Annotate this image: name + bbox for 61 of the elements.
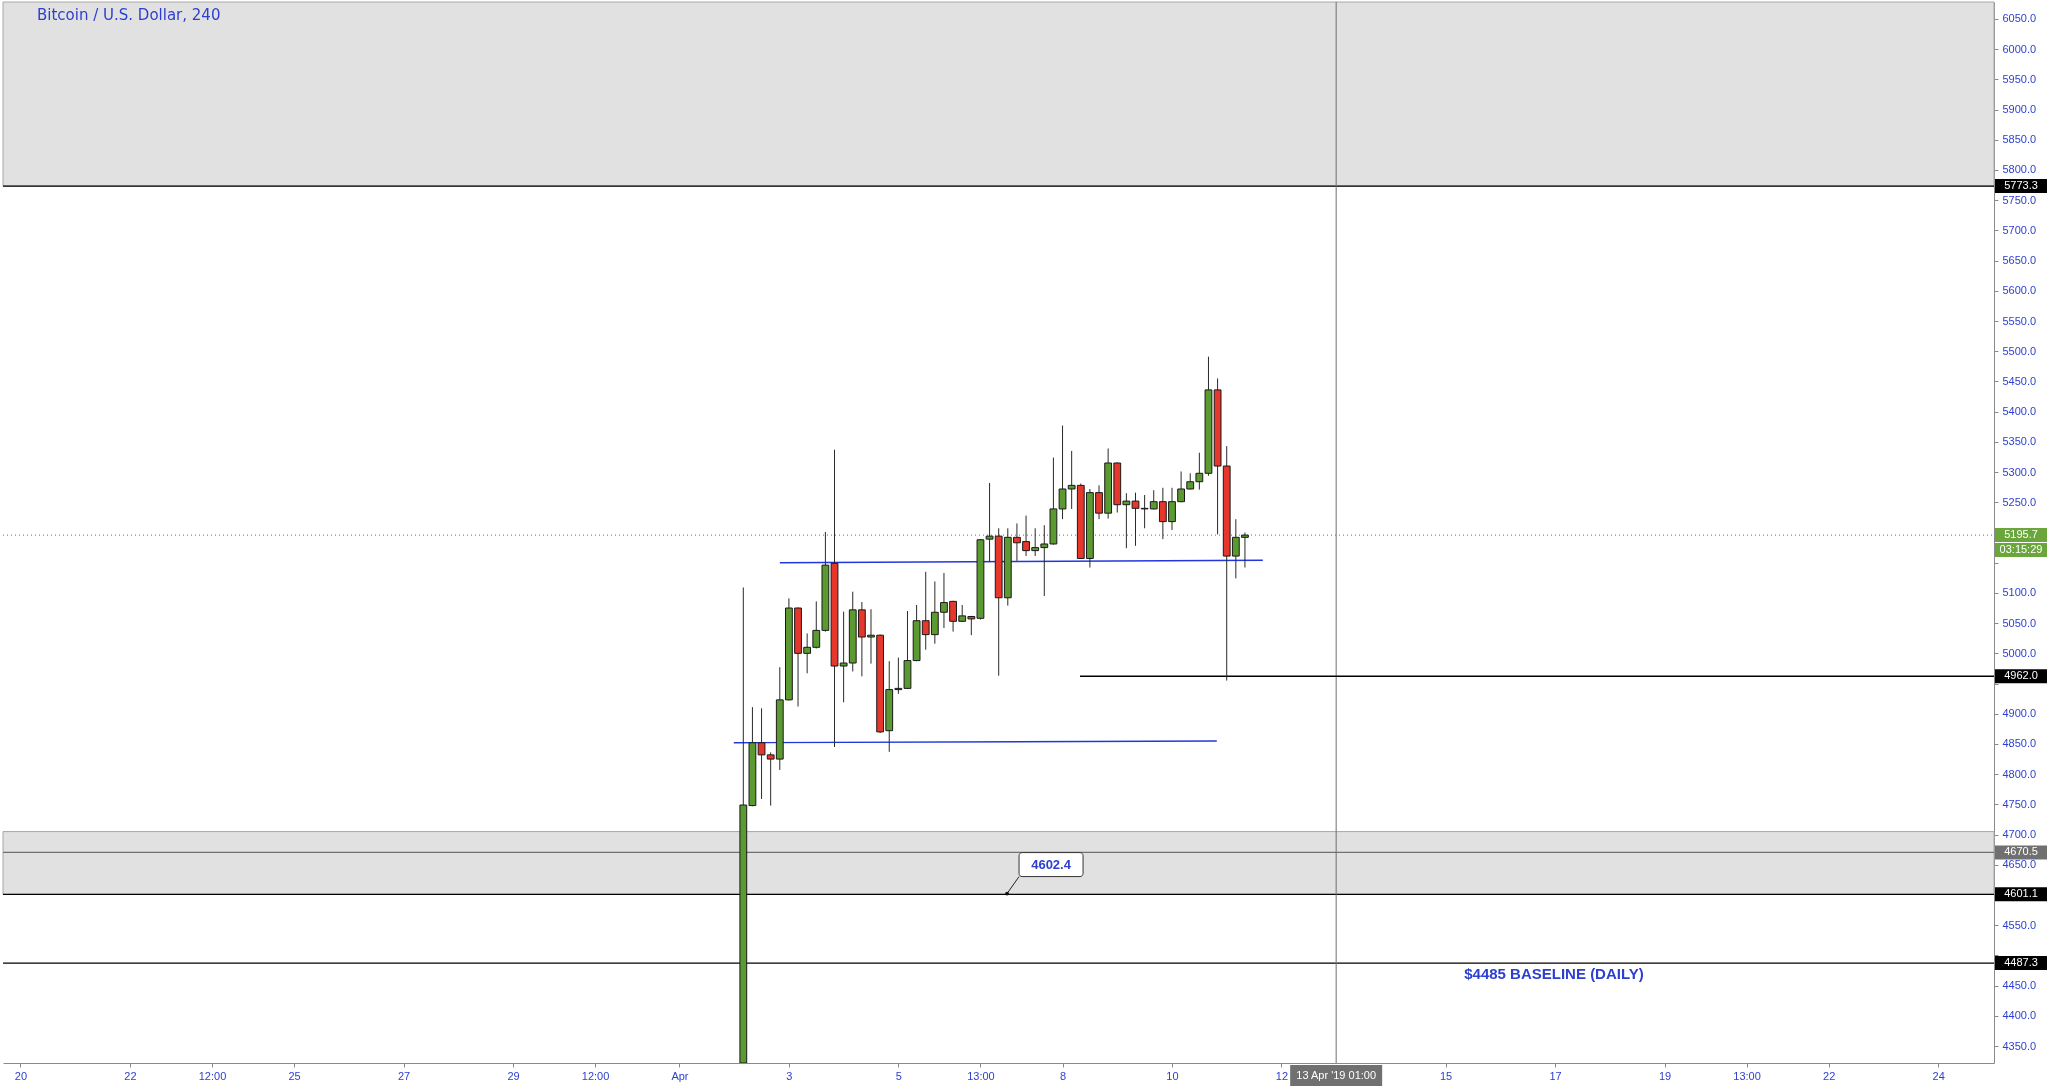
x-tick-label: 27 bbox=[397, 1069, 411, 1082]
annotation: 4602.4 bbox=[1031, 856, 1072, 872]
y-tick-label: 5950.0 bbox=[2002, 72, 2037, 85]
x-tick-label: 12:00 bbox=[581, 1069, 610, 1082]
y-tick-label: 6050.0 bbox=[2002, 12, 2037, 25]
y-tick-label: 4800.0 bbox=[2002, 767, 2037, 780]
text: 03:15:29 bbox=[1999, 543, 2043, 556]
x-tick-label: 29 bbox=[507, 1069, 520, 1082]
y-tick-label: 5300.0 bbox=[2002, 465, 2037, 478]
y-tick-label: 5400.0 bbox=[2002, 405, 2037, 418]
y-tick-label: 5050.0 bbox=[2002, 616, 2037, 629]
y-tick-label: 5000.0 bbox=[2002, 646, 2037, 659]
y-tick-label: 4750.0 bbox=[2002, 797, 2037, 810]
x-tick-label: 3 bbox=[786, 1069, 793, 1082]
x-tick-label: 25 bbox=[288, 1069, 301, 1082]
x-tick-label: 13:00 bbox=[967, 1069, 995, 1082]
x-tick-label: 15 bbox=[1439, 1069, 1453, 1082]
y-tick-label: 5650.0 bbox=[2002, 254, 2037, 267]
x-tick-label: 10 bbox=[1166, 1069, 1179, 1082]
x-tick-label: 24 bbox=[1932, 1069, 1945, 1082]
y-tick-label: 5550.0 bbox=[2002, 314, 2037, 327]
chart-title: Bitcoin / U.S. Dollar, 240 bbox=[37, 6, 221, 24]
annotation: $4485 BASELINE (DAILY) bbox=[1464, 965, 1644, 983]
y-tick-label: 4400.0 bbox=[2002, 1009, 2037, 1022]
y-tick-label: 5850.0 bbox=[2002, 133, 2037, 146]
x-tick-label: 8 bbox=[1059, 1069, 1067, 1082]
ref-line-label: 5773.3 bbox=[2004, 179, 2038, 192]
x-tick-label: 13:00 bbox=[1733, 1069, 1761, 1082]
x-tick-label: 12 bbox=[1275, 1069, 1289, 1082]
x-tick-label: Apr bbox=[671, 1069, 689, 1082]
y-tick-label: 5700.0 bbox=[2002, 223, 2037, 236]
y-tick-label: 5500.0 bbox=[2002, 344, 2037, 357]
y-tick-label: 4350.0 bbox=[2002, 1039, 2037, 1052]
series-label: 4962.0 bbox=[2004, 669, 2038, 682]
y-tick-label: 5900.0 bbox=[2002, 103, 2037, 116]
y-tick-label: 5350.0 bbox=[2002, 435, 2037, 448]
y-tick-label: 5250.0 bbox=[2002, 495, 2037, 508]
ref-line-label: 4601.1 bbox=[2004, 887, 2038, 900]
y-tick-label: 6000.0 bbox=[2002, 42, 2037, 55]
y-tick-label: 4700.0 bbox=[2002, 828, 2037, 841]
y-tick-label: 5100.0 bbox=[2002, 586, 2037, 599]
x-tick-label: 22 bbox=[1823, 1069, 1836, 1082]
y-tick-label: 4850.0 bbox=[2002, 737, 2037, 750]
x-tick-label: 19 bbox=[1658, 1069, 1672, 1082]
y-tick-label: 4550.0 bbox=[2002, 918, 2037, 931]
y-tick-label: 5800.0 bbox=[2002, 163, 2037, 176]
y-tick-label: 4450.0 bbox=[2002, 979, 2037, 992]
y-tick-label: 4900.0 bbox=[2002, 707, 2037, 720]
y-tick-label: 5600.0 bbox=[2002, 284, 2037, 297]
x-tick-label: 12:00 bbox=[198, 1069, 227, 1082]
y-tick-label: 5750.0 bbox=[2002, 193, 2037, 206]
ref-line-label: 13 Apr '19 01:00 bbox=[1296, 1068, 1377, 1081]
ref-line-label: 5195.7 bbox=[2004, 528, 2038, 541]
y-tick-label: 5450.0 bbox=[2002, 374, 2037, 387]
ref-line-label: 4487.3 bbox=[2004, 956, 2038, 969]
ref-line-label: 4670.5 bbox=[2004, 845, 2038, 858]
x-tick-label: 22 bbox=[124, 1069, 137, 1082]
y-tick-label: 4650.0 bbox=[2002, 858, 2037, 871]
x-tick-label: 17 bbox=[1549, 1069, 1562, 1082]
x-tick-label: 20 bbox=[14, 1069, 28, 1082]
x-tick-label: 5 bbox=[895, 1069, 902, 1082]
